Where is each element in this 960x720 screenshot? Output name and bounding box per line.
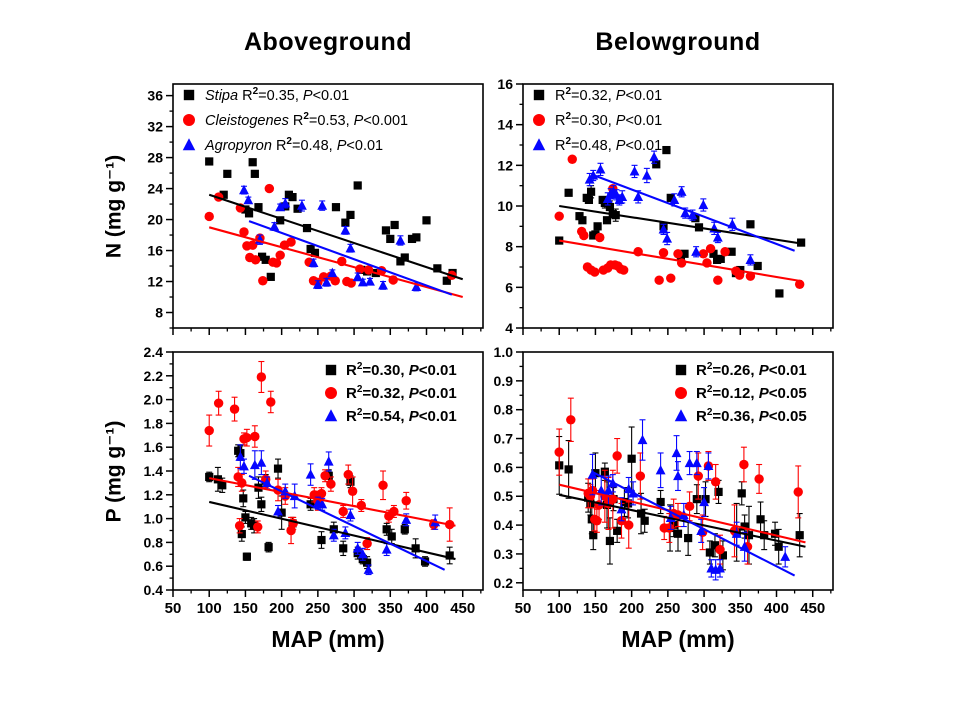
svg-text:28: 28: [147, 150, 163, 166]
svg-text:50: 50: [515, 600, 532, 617]
svg-text:200: 200: [269, 600, 294, 617]
svg-text:Cleistogenes R2=0.53, P<0.001: Cleistogenes R2=0.53, P<0.001: [205, 111, 408, 129]
svg-text:200: 200: [619, 600, 644, 617]
svg-text:12: 12: [497, 157, 513, 173]
svg-text:0.8: 0.8: [144, 534, 164, 550]
panel-belowground-n: 4 6 8 10 12 14 16 R2=0.32, P<0.01 R2=0.30, P<0.0…: [497, 76, 834, 336]
svg-text:10: 10: [497, 198, 513, 214]
x-axis-label-right: MAP (mm): [621, 626, 735, 652]
svg-text:450: 450: [800, 600, 825, 617]
svg-text:400: 400: [764, 600, 789, 617]
svg-text:1.6: 1.6: [144, 439, 164, 455]
svg-text:12: 12: [147, 274, 163, 290]
svg-text:0.9: 0.9: [494, 373, 514, 389]
svg-text:0.7: 0.7: [494, 431, 514, 447]
svg-text:250: 250: [305, 600, 330, 617]
svg-text:2.2: 2.2: [144, 368, 164, 384]
svg-text:R2=0.26, P<0.01: R2=0.26, P<0.01: [696, 361, 807, 379]
svg-text:300: 300: [342, 600, 367, 617]
svg-text:100: 100: [547, 600, 572, 617]
svg-text:1.0: 1.0: [494, 344, 514, 360]
svg-text:20: 20: [147, 212, 163, 228]
svg-text:0.4: 0.4: [144, 582, 164, 598]
svg-text:R2=0.54, P<0.01: R2=0.54, P<0.01: [346, 407, 457, 425]
svg-text:16: 16: [147, 243, 163, 259]
svg-text:0.6: 0.6: [494, 459, 514, 475]
svg-text:350: 350: [378, 600, 403, 617]
svg-text:2.0: 2.0: [144, 392, 164, 408]
svg-text:4: 4: [505, 320, 513, 336]
panel-aboveground-p: 50 100 150 200 250 300 350 400 450 0.4 0.6 0.8 1.0 1.…: [144, 344, 484, 617]
svg-text:2.4: 2.4: [144, 344, 164, 360]
svg-text:24: 24: [147, 181, 163, 197]
svg-text:R2=0.30, P<0.01: R2=0.30, P<0.01: [555, 111, 662, 129]
y-axis-label-p: P (mg g⁻¹): [102, 420, 126, 523]
svg-text:36: 36: [147, 88, 163, 104]
svg-text:150: 150: [233, 600, 258, 617]
svg-text:250: 250: [655, 600, 680, 617]
svg-text:150: 150: [583, 600, 608, 617]
svg-text:R2=0.48, P<0.01: R2=0.48, P<0.01: [555, 136, 662, 154]
svg-text:300: 300: [692, 600, 717, 617]
panel-aboveground-n: 8 12 16 20 24 28 32 36 Stipa R2=0.35, P<0.01 Clei…: [147, 83, 484, 335]
column-title-belowground: Belowground: [595, 28, 761, 56]
svg-text:350: 350: [728, 600, 753, 617]
svg-text:32: 32: [147, 119, 163, 135]
svg-text:0.3: 0.3: [494, 546, 514, 562]
panel-belowground-p: 50 100 150 200 250 300 350 400 450 0.2 0.3 0.4 0.5 0.…: [494, 344, 834, 617]
svg-text:0.2: 0.2: [494, 575, 514, 591]
svg-text:0.8: 0.8: [494, 402, 514, 418]
svg-text:R2=0.12, P<0.05: R2=0.12, P<0.05: [696, 384, 807, 402]
svg-text:Stipa R2=0.35, P<0.01: Stipa R2=0.35, P<0.01: [205, 86, 349, 104]
svg-text:Agropyron R2=0.48, P<0.01: Agropyron R2=0.48, P<0.01: [204, 136, 383, 154]
svg-text:400: 400: [414, 600, 439, 617]
column-title-aboveground: Aboveground: [244, 28, 412, 56]
svg-text:0.6: 0.6: [144, 558, 164, 574]
svg-text:8: 8: [505, 239, 513, 255]
svg-text:450: 450: [450, 600, 475, 617]
svg-text:6: 6: [505, 279, 513, 295]
svg-text:1.0: 1.0: [144, 511, 164, 527]
svg-text:1.8: 1.8: [144, 415, 164, 431]
y-axis-label-n: N (mg g⁻¹): [102, 154, 126, 259]
svg-text:R2=0.32, P<0.01: R2=0.32, P<0.01: [555, 86, 662, 104]
svg-text:R2=0.30, P<0.01: R2=0.30, P<0.01: [346, 361, 457, 379]
svg-text:1.2: 1.2: [144, 487, 164, 503]
svg-text:14: 14: [497, 117, 513, 133]
x-axis-label-left: MAP (mm): [271, 626, 385, 652]
svg-text:16: 16: [497, 76, 513, 92]
svg-text:R2=0.36, P<0.05: R2=0.36, P<0.05: [696, 407, 807, 425]
svg-text:100: 100: [197, 600, 222, 617]
svg-text:R2=0.32, P<0.01: R2=0.32, P<0.01: [346, 384, 457, 402]
svg-text:50: 50: [165, 600, 182, 617]
svg-text:0.4: 0.4: [494, 517, 514, 533]
svg-text:0.5: 0.5: [494, 488, 514, 504]
svg-text:1.4: 1.4: [144, 463, 164, 479]
svg-text:8: 8: [155, 305, 163, 321]
